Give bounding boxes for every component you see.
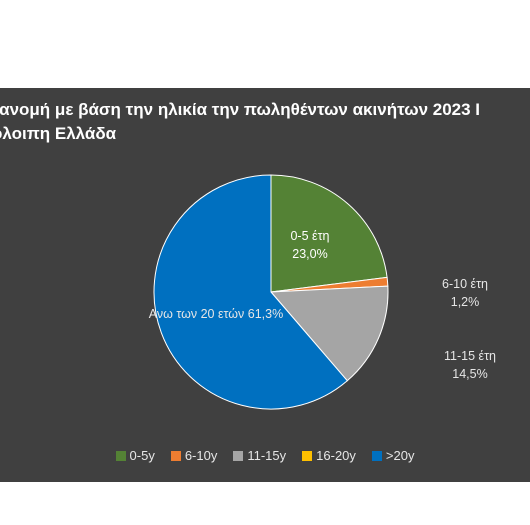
chart-title-line-2: όλοιπη Ελλάδα <box>0 124 117 143</box>
legend-item-6-10y: 6-10y <box>170 448 218 463</box>
pie-slices <box>153 174 389 410</box>
chart-panel: τανομή με βάση την ηλικία την πωληθέντων… <box>0 88 530 482</box>
pie-slice-over-20y <box>153 174 348 410</box>
legend-label: 0-5y <box>129 448 155 463</box>
chart-title-line-1: τανομή με βάση την ηλικία την πωληθέντων… <box>0 100 481 119</box>
legend-swatch <box>302 450 313 461</box>
legend-item-11-15y: 11-15y <box>233 448 286 463</box>
data-label-11-15y: 11-15 έτη 14,5% <box>444 349 496 381</box>
legend-item-16-20y: 16-20y <box>302 448 356 463</box>
chart-legend: 0-5y 6-10y 11-15y 16-20y >20y <box>0 448 530 463</box>
legend-label: 16-20y <box>316 448 356 463</box>
legend-label: 11-15y <box>247 448 287 463</box>
data-label-over-20y: Ανω των 20 ετών 61,3% <box>149 307 283 321</box>
legend-label: 6-10y <box>184 448 218 463</box>
legend-label: >20y <box>385 448 415 463</box>
legend-swatch <box>371 450 382 461</box>
legend-item-over-20y: >20y <box>371 448 415 463</box>
legend-item-0-5y: 0-5y <box>115 448 155 463</box>
pie-slice-0-5y <box>270 174 388 293</box>
data-label-6-10y: 6-10 έτη 1,2% <box>442 277 488 309</box>
data-label-0-5y: 0-5 έτη 23,0% <box>290 229 329 261</box>
pie-slice-11-15y <box>269 285 389 382</box>
legend-swatch <box>170 450 181 461</box>
pie-data-labels: 0-5 έτη 23,0% 6-10 έτη 1,2% 11-15 έτη 14,5% Αν… <box>149 229 496 381</box>
legend-swatch <box>115 450 126 461</box>
pie-chart: 0-5 έτη 23,0% 6-10 έτη 1,2% 11-15 έτη 14,5% Αν… <box>149 174 496 410</box>
legend-swatch <box>233 450 244 461</box>
chart-title: τανομή με βάση την ηλικία την πωληθέντων… <box>0 98 530 146</box>
